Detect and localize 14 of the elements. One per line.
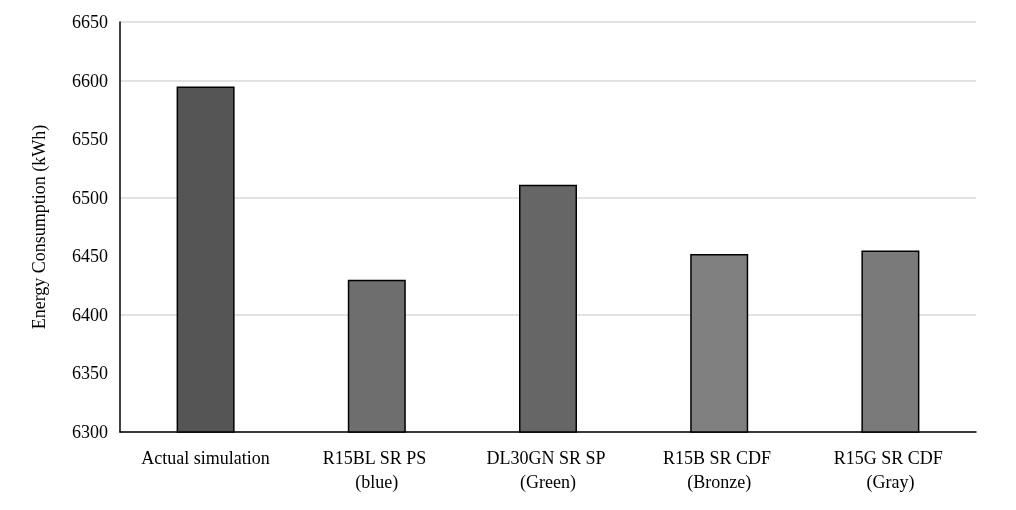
y-tick-label: 6550 bbox=[72, 129, 108, 150]
x-tick-label: R15BL SR PS (blue) bbox=[322, 448, 431, 493]
x-tick-label: R15B SR CDF (Bronze) bbox=[662, 448, 776, 493]
y-tick-label: 6400 bbox=[72, 304, 108, 325]
y-tick-label: 6450 bbox=[72, 246, 108, 267]
y-tick-label: 6600 bbox=[72, 70, 108, 91]
y-tick-label: 6500 bbox=[72, 187, 108, 208]
y-axis-title: Energy Consumption (kWh) bbox=[29, 124, 50, 330]
x-tick-label: DL30GN SR SP (Green) bbox=[486, 448, 610, 493]
y-tick-label: 6650 bbox=[72, 12, 108, 32]
x-tick-label: Actual simulation bbox=[141, 448, 270, 468]
x-tick-label: R15G SR CDF (Gray) bbox=[833, 448, 948, 493]
y-tick-label: 6350 bbox=[72, 363, 108, 384]
y-tick-label: 6300 bbox=[72, 422, 108, 442]
